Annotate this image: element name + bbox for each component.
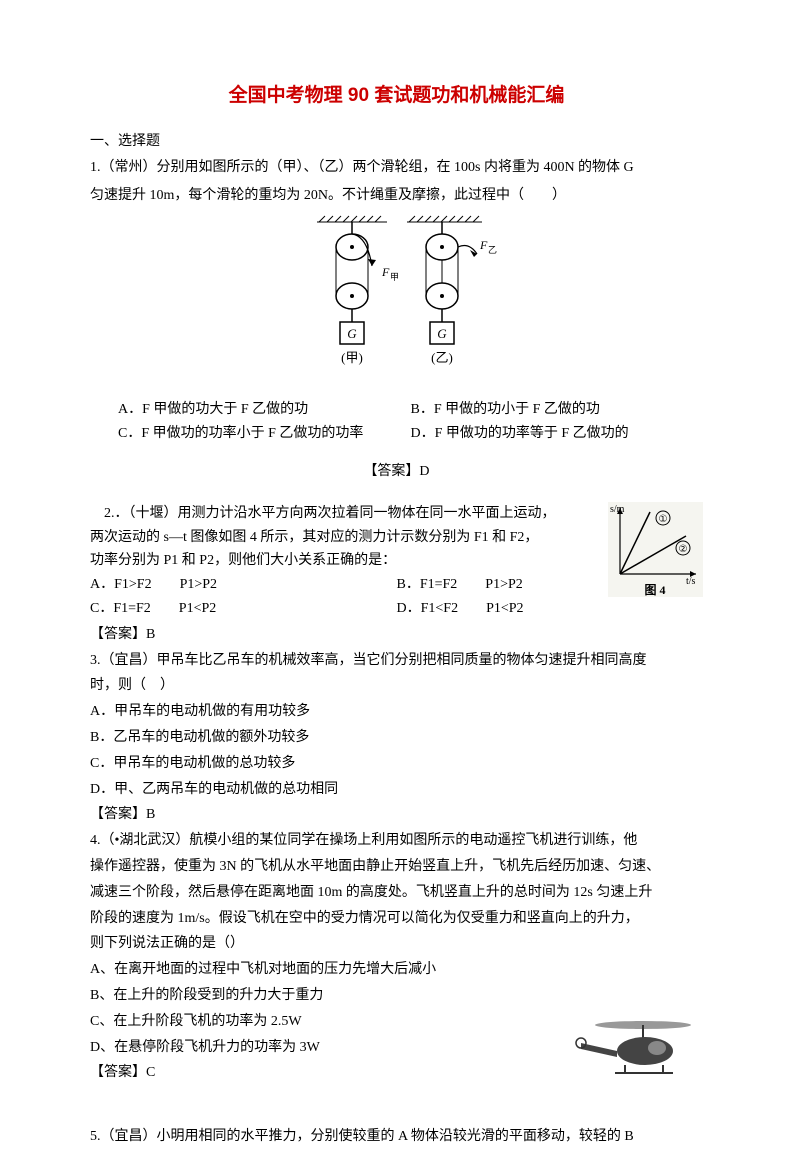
- g-label-jia: G: [347, 326, 357, 341]
- q1-option-b: B．F 甲做的功小于 F 乙做的功: [411, 398, 704, 422]
- question-4: 4.（•湖北武汉）航模小组的某位同学在操场上利用如图所示的电动遥控飞机进行训练，…: [90, 829, 703, 1085]
- q1-option-a: A．F 甲做的功大于 F 乙做的功: [118, 398, 411, 422]
- q2-stem-line1: 2.．（十堰）用测力计沿水平方向两次拉着同一物体在同一水平面上运动，: [90, 502, 598, 526]
- svg-text:s/m: s/m: [610, 504, 625, 515]
- q2-option-a: A．F1>F2 P1>P2: [90, 573, 397, 597]
- g-label-yi: G: [437, 326, 447, 341]
- page-title: 全国中考物理 90 套试题功和机械能汇编: [90, 80, 703, 112]
- question-1: 1.（常州）分别用如图所示的（甲）、（乙）两个滑轮组，在 100s 内将重为 4…: [90, 156, 703, 484]
- svg-text:②: ②: [679, 544, 688, 555]
- jia-label: (甲): [341, 350, 363, 365]
- f-yi-sub: 乙: [488, 245, 497, 255]
- q5-stem: 5.（宜昌）小明用相同的水平推力，分别使较重的 A 物体沿较光滑的平面移动，较轻…: [90, 1125, 703, 1149]
- f-jia-label: F: [381, 265, 390, 279]
- pulley-figure: G (甲) F 甲: [90, 214, 703, 393]
- svg-text:①: ①: [659, 514, 668, 525]
- q1-stem-line2: 匀速提升 10m，每个滑轮的重均为 20N。不计绳重及摩擦，此过程中（ ）: [90, 184, 703, 208]
- q3-stem-line1: 3.（宜昌）甲吊车比乙吊车的机械效率高，当它们分别把相同质量的物体匀速提升相同高…: [90, 649, 703, 673]
- q4-stem-line5: 则下列说法正确的是（）: [90, 932, 703, 956]
- q1-option-d: D．F 甲做功的功率等于 F 乙做功的: [411, 422, 704, 446]
- spacer: [90, 1087, 703, 1125]
- q3-option-c: C．甲吊车的电动机做的总功较多: [90, 752, 703, 776]
- q3-answer: 【答案】B: [90, 803, 703, 827]
- question-5: 5.（宜昌）小明用相同的水平推力，分别使较重的 A 物体沿较光滑的平面移动，较轻…: [90, 1125, 703, 1149]
- q4-stem-line4: 阶段的速度为 1m/s。假设飞机在空中的受力情况可以简化为仅受重力和竖直向上的升…: [90, 907, 703, 931]
- svg-text:图 4: 图 4: [644, 583, 665, 597]
- q3-option-a: A．甲吊车的电动机做的有用功较多: [90, 700, 703, 724]
- q4-stem-line1: 4.（•湖北武汉）航模小组的某位同学在操场上利用如图所示的电动遥控飞机进行训练，…: [90, 829, 703, 853]
- question-3: 3.（宜昌）甲吊车比乙吊车的机械效率高，当它们分别把相同质量的物体匀速提升相同高…: [90, 649, 703, 828]
- q4-stem-line2: 操作遥控器，使重为 3N 的飞机从水平地面由静止开始竖直上升，飞机先后经历加速、…: [90, 855, 703, 879]
- q3-stem-line2: 时，则（ ）: [90, 674, 703, 698]
- q3-option-b: B．乙吊车的电动机做的额外功较多: [90, 726, 703, 750]
- q2-answer: 【答案】B: [90, 623, 703, 647]
- q3-option-d: D．甲、乙两吊车的电动机做的总功相同: [90, 778, 703, 802]
- q1-option-c: C．F 甲做功的功率小于 F 乙做功的功率: [118, 422, 411, 446]
- q4-stem-line3: 减速三个阶段，然后悬停在距离地面 10m 的高度处。飞机竖直上升的总时间为 12…: [90, 881, 703, 905]
- section-heading: 一、选择题: [90, 130, 703, 154]
- q4-option-b: B、在上升的阶段受到的升力大于重力: [90, 984, 703, 1008]
- q2-stem-line2: 两次运动的 s—t 图像如图 4 所示，其对应的测力计示数分别为 F1 和 F2…: [90, 526, 598, 550]
- graph-figure: ① ② s/m t/s 图 4: [608, 502, 703, 606]
- f-yi-label: F: [479, 238, 488, 252]
- q4-option-a: A、在离开地面的过程中飞机对地面的压力先增大后减小: [90, 958, 703, 982]
- f-jia-sub: 甲: [390, 272, 399, 282]
- q1-answer: 【答案】D: [90, 460, 703, 484]
- svg-text:t/s: t/s: [686, 576, 696, 587]
- question-2: ① ② s/m t/s 图 4 2.．（十堰）用测力计沿水平方向两次拉着同一物体…: [90, 502, 703, 621]
- q2-option-c: C．F1=F2 P1<P2: [90, 597, 397, 621]
- helicopter-figure: [573, 1013, 703, 1085]
- yi-label: (乙): [431, 350, 453, 365]
- q1-stem-line1: 1.（常州）分别用如图所示的（甲）、（乙）两个滑轮组，在 100s 内将重为 4…: [90, 156, 703, 180]
- q1-options: A．F 甲做的功大于 F 乙做的功 B．F 甲做的功小于 F 乙做的功 C．F …: [90, 398, 703, 446]
- q2-stem-line3: 功率分别为 P1 和 P2，则他们大小关系正确的是：: [90, 549, 598, 573]
